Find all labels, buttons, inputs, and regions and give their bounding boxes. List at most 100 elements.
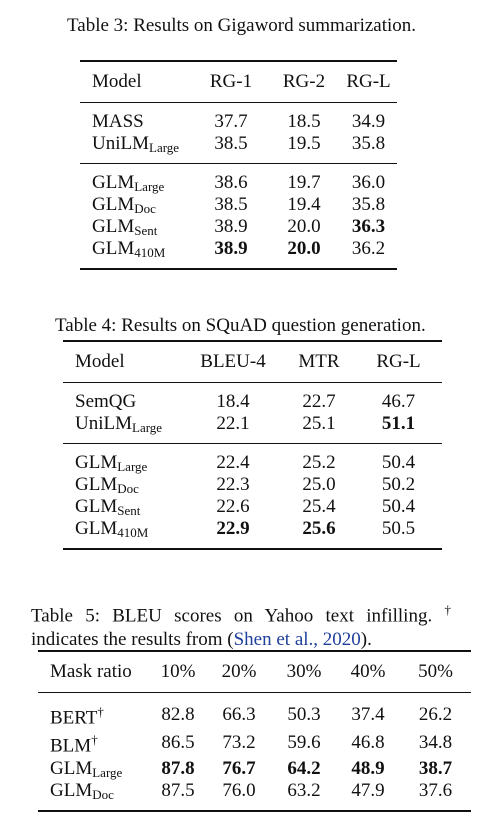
model-variant: Large (92, 764, 123, 780)
model-name: GLMLarge (50, 757, 123, 780)
gap-cell (38, 693, 471, 702)
score-cell: 66.3 (222, 704, 256, 726)
score-cell: 38.5 (214, 133, 248, 154)
score-cell: 48.9 (351, 757, 385, 779)
model-variant: Sent (117, 503, 141, 518)
gap-cell (63, 540, 442, 550)
header-metric: MTR (283, 340, 355, 383)
separator-line (80, 163, 397, 164)
table5-caption-text-3: ). (360, 629, 372, 651)
dagger-mark: † (91, 732, 98, 748)
gap-cell (63, 383, 442, 392)
model-name: GLMSent (75, 496, 141, 518)
score-cell: 26.2 (418, 704, 453, 726)
table-row: GLMDoc 87.5 76.0 63.2 47.9 37.6 (38, 780, 471, 802)
score-cell: 86.5 (161, 732, 195, 754)
table5-caption-text-2: indicates the results from ( (31, 629, 234, 651)
table-row: UniLMLarge 22.1 25.1 51.1 (63, 413, 442, 435)
score-cell: 38.5 (214, 194, 248, 215)
model-name: GLMDoc (92, 194, 156, 216)
header-metric: 20% (206, 650, 272, 693)
score-cell: 76.7 (222, 757, 256, 779)
table4-caption: Table 4: Results on SQuAD question gener… (55, 315, 426, 336)
score-cell: 46.8 (351, 732, 385, 754)
score-cell: 34.9 (351, 111, 386, 132)
score-cell: 20.0 (287, 216, 321, 237)
table4: Model BLEU-4 MTR RG-L SemQG 18.4 22.7 46.7 UniLM… (63, 340, 442, 550)
score-cell: 50.3 (287, 704, 321, 726)
model-name: UniLMLarge (92, 133, 180, 155)
header-model: Model (63, 340, 183, 383)
citation-link[interactable]: Shen et al., 2020 (233, 629, 361, 651)
table5-caption-text: Table 5: BLEU scores on Yahoo text infil… (31, 605, 433, 627)
table-row: BLM† 86.5 73.2 59.6 46.8 34.8 (38, 729, 471, 757)
table-row: GLMSent 38.9 20.0 36.3 (80, 216, 397, 238)
row-gap (63, 435, 442, 444)
row-gap (63, 444, 442, 452)
score-cell: 36.0 (351, 172, 386, 193)
score-cell: 36.2 (351, 238, 386, 259)
model-name: GLMDoc (75, 474, 139, 496)
model-name: GLMLarge (75, 452, 148, 474)
separator-line (63, 443, 442, 444)
table-row: GLMDoc 22.3 25.0 50.2 (63, 474, 442, 496)
model-variant: Large (132, 420, 163, 435)
score-cell: 25.1 (302, 413, 336, 434)
header-model: Mask ratio (38, 650, 150, 693)
score-cell: 47.9 (351, 779, 385, 801)
table-row: GLMLarge 87.8 76.7 64.2 48.9 38.7 (38, 758, 471, 780)
table-row: GLMDoc 38.5 19.4 35.8 (80, 194, 397, 216)
table3: Model RG-1 RG-2 RG-L MASS 37.7 18.5 34.9 UniLMLa… (80, 60, 397, 270)
score-cell: 18.4 (216, 391, 250, 412)
group-separator (63, 443, 442, 444)
model-name: GLMLarge (92, 172, 165, 194)
score-cell: 59.6 (287, 732, 321, 754)
gap-cell (63, 444, 442, 452)
table-row: GLM410M 22.9 25.6 50.5 (63, 518, 442, 540)
table5-caption: Table 5: BLEU scores on Yahoo text infil… (31, 598, 451, 652)
header-metric: BLEU-4 (183, 340, 283, 383)
table-row: GLMSent 22.6 25.4 50.4 (63, 496, 442, 518)
model-name: GLMSent (92, 216, 158, 238)
score-cell: 25.6 (302, 518, 336, 539)
model-variant: Doc (92, 786, 114, 802)
model-variant: Large (149, 140, 180, 155)
score-cell: 38.9 (214, 216, 248, 237)
model-variant: Large (134, 179, 165, 194)
row-gap (80, 260, 397, 270)
table3-caption: Table 3: Results on Gigaword summarizati… (67, 15, 417, 36)
row-gap (63, 383, 442, 392)
score-cell: 25.0 (302, 474, 336, 495)
score-cell: 50.4 (381, 496, 416, 517)
score-cell: 76.0 (222, 779, 256, 801)
header-metric: 30% (272, 650, 336, 693)
score-cell: 22.1 (216, 413, 250, 434)
score-cell: 46.7 (381, 391, 416, 412)
model-variant: 410M (134, 245, 166, 260)
score-cell: 87.8 (161, 757, 195, 779)
group-separator (80, 163, 397, 164)
score-cell: 87.5 (161, 779, 195, 801)
model-name: MASS (92, 111, 144, 132)
model-variant: Sent (134, 223, 158, 238)
score-cell: 37.6 (418, 779, 453, 801)
gap-cell (38, 801, 471, 812)
header-model: Model (80, 60, 194, 103)
table-row: MASS 37.7 18.5 34.9 (80, 111, 397, 133)
score-cell: 36.3 (351, 216, 386, 237)
header-row: Model BLEU-4 MTR RG-L (63, 340, 442, 383)
score-cell: 19.7 (287, 172, 321, 193)
score-cell: 51.1 (381, 413, 416, 434)
score-cell: 64.2 (287, 757, 321, 779)
table-row: GLM410M 38.9 20.0 36.2 (80, 238, 397, 260)
dagger-mark: † (444, 602, 452, 617)
model-name: GLMDoc (50, 779, 114, 802)
header-row: Mask ratio 10% 20% 30% 40% 50% (38, 650, 471, 693)
table-row: GLMLarge 22.4 25.2 50.4 (63, 452, 442, 474)
score-cell: 37.7 (214, 111, 248, 132)
gap-cell (80, 164, 397, 172)
model-variant: Large (117, 459, 148, 474)
model-name: SemQG (75, 391, 137, 412)
score-cell: 25.2 (302, 452, 336, 473)
header-metric: RG-1 (194, 60, 268, 103)
